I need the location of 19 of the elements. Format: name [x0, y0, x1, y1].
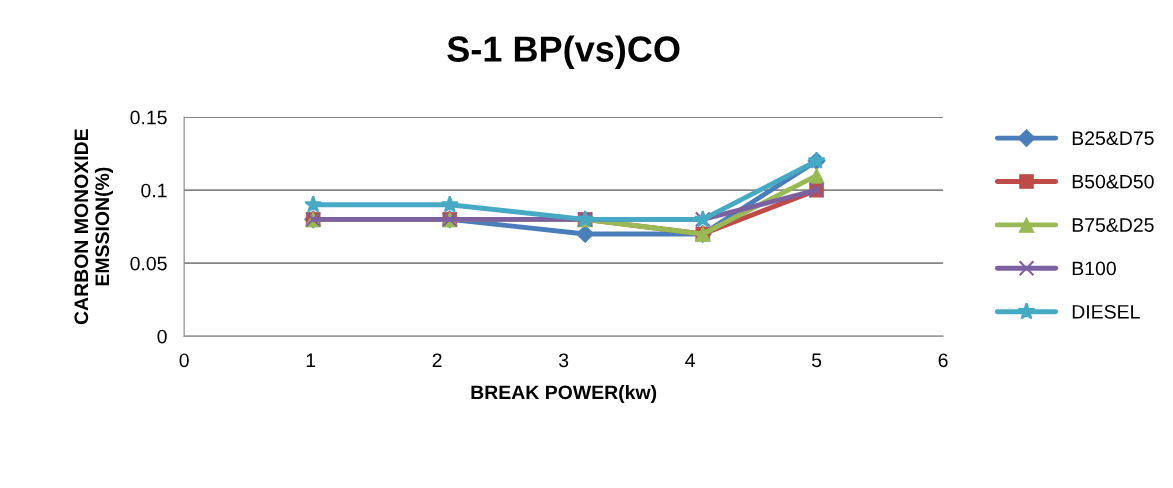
legend-label: B50&D50 — [1072, 174, 1154, 189]
x-tick-label: 1 — [306, 353, 316, 367]
legend-label: B25&D75 — [1072, 131, 1154, 146]
x-axis-title: BREAK POWER(kw) — [471, 384, 657, 404]
legend-label: DIESEL — [1072, 304, 1140, 319]
x-tick-label: 3 — [558, 353, 569, 368]
y-tick-label: 0.1 — [141, 183, 167, 198]
x-tick-label: 6 — [938, 353, 948, 368]
y-axis-title: CARBON MONOXIDE EMSSION(%) — [74, 129, 113, 325]
x-tick-label: 5 — [811, 353, 822, 368]
y-tick-label: 0.15 — [130, 110, 167, 125]
x-tick-label: 0 — [179, 353, 189, 368]
y-tick-label: 0 — [157, 329, 167, 344]
legend-label: B100 — [1072, 261, 1116, 276]
y-tick-label: 0.05 — [130, 256, 167, 271]
legend-label: B75&D25 — [1072, 218, 1154, 232]
x-tick-label: 2 — [432, 353, 442, 367]
x-tick-label: 4 — [685, 353, 695, 367]
chart-title: S-1 BP(vs)CO — [447, 35, 680, 70]
